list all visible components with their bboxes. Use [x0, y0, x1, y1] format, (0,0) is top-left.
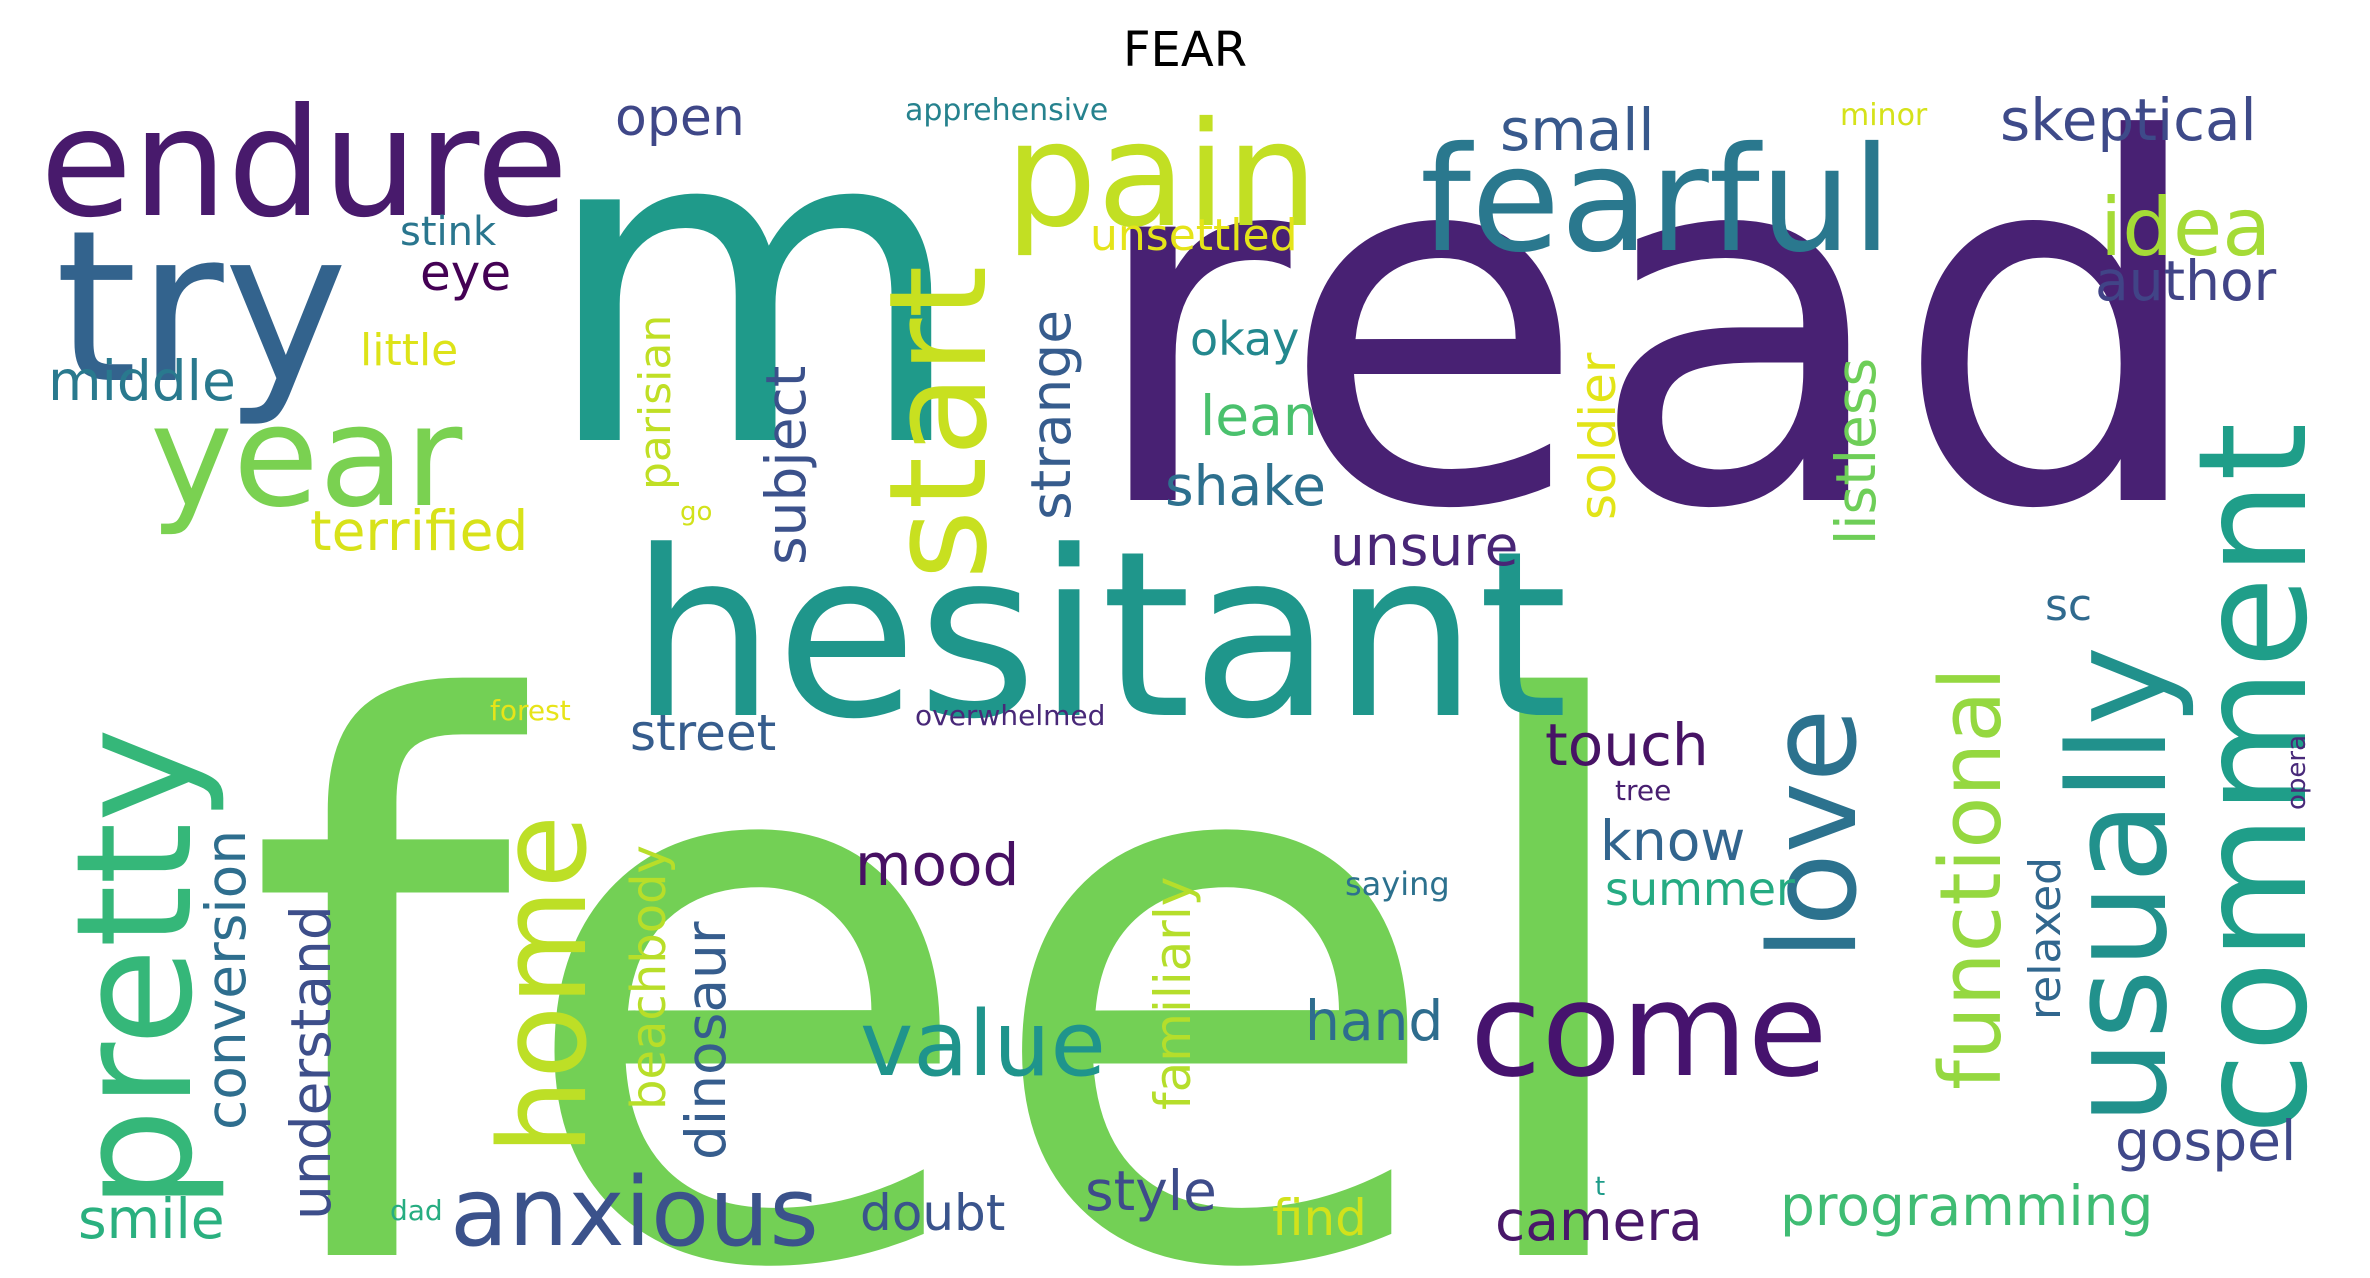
word-forest: forest — [490, 694, 571, 727]
word-doubt: doubt — [860, 1184, 1005, 1242]
word-read: read — [1085, 36, 2211, 618]
word-soldier: soldier — [1569, 352, 1627, 520]
word-dinosaur: dinosaur — [674, 921, 738, 1160]
word-pretty: pretty — [41, 728, 228, 1210]
word-try: try — [55, 185, 348, 430]
word-eye: eye — [420, 244, 511, 302]
word-okay: okay — [1190, 312, 1299, 366]
word-author: author — [2095, 249, 2277, 313]
word-dad: dad — [390, 1194, 443, 1227]
word-understand: understand — [279, 905, 343, 1220]
word-know: know — [1600, 809, 1745, 873]
word-skeptical: skeptical — [2000, 86, 2257, 154]
word-touch: touch — [1545, 711, 1709, 779]
word-endure: endure — [40, 77, 568, 251]
word-parisian: parisian — [630, 315, 681, 490]
word-small: small — [1500, 96, 1655, 164]
word-value: value — [860, 992, 1106, 1097]
word-programming: programming — [1780, 1174, 2153, 1238]
word-familiarly: familiarly — [1144, 877, 1202, 1110]
chart-title: FEAR — [1122, 22, 1248, 78]
word-idea: idea — [2100, 181, 2271, 274]
word-tree: tree — [1615, 774, 1671, 807]
word-summer: summer — [1605, 862, 1795, 916]
word-come: come — [1470, 954, 1828, 1106]
word-feel: feel — [245, 551, 1659, 1278]
word-street: street — [630, 704, 776, 762]
word-little: little — [360, 325, 458, 376]
word-functional: functional — [1922, 667, 2021, 1090]
word-lean: lean — [1200, 384, 1318, 448]
word-hesitant: hesitant — [630, 503, 1568, 770]
word-shake: shake — [1165, 454, 1326, 518]
word-go: go — [680, 497, 712, 527]
word-middle: middle — [48, 349, 236, 413]
word-stink: stink — [400, 209, 497, 255]
word-overwhelmed: overwhelmed — [915, 699, 1105, 732]
word-relaxed: relaxed — [2020, 857, 2071, 1020]
word-find: find — [1272, 1189, 1367, 1247]
word-gospel: gospel — [2115, 1109, 2296, 1173]
word-mood: mood — [855, 831, 1019, 899]
word-year: year — [150, 376, 463, 539]
word-subject: subject — [754, 366, 818, 565]
word-pain: pain — [1005, 91, 1318, 260]
word-hand: hand — [1305, 989, 1443, 1053]
word-camera: camera — [1495, 1189, 1703, 1253]
word-opera: opera — [2282, 735, 2312, 810]
word-usually: usually — [2040, 646, 2197, 1125]
word-apprehensive: apprehensive — [905, 93, 1108, 128]
word-fearful: fearful — [1420, 116, 1892, 285]
word-open: open — [615, 88, 745, 148]
word-anxious: anxious — [450, 1158, 819, 1268]
word-start: start — [860, 266, 1017, 580]
word-comment: comment — [2167, 422, 2341, 1135]
word-strange: strange — [1019, 310, 1083, 520]
word-unsettled: unsettled — [1090, 210, 1298, 261]
word-home: home — [475, 815, 614, 1155]
word-t: t — [1595, 1172, 1605, 1202]
word-terrified: terrified — [310, 499, 528, 563]
word-conversion: conversion — [194, 830, 258, 1130]
word-minor: minor — [1840, 98, 1928, 133]
word-smile: smile — [78, 1187, 225, 1251]
word-sc: sc — [2045, 580, 2092, 631]
word-m: m — [540, 32, 969, 544]
word-love: love — [1745, 708, 1884, 960]
word-unsure: unsure — [1330, 514, 1518, 578]
word-listless: listless — [1824, 358, 1888, 545]
word-beachbody: beachbody — [621, 845, 677, 1110]
word-style: style — [1085, 1159, 1217, 1223]
word-saying: saying — [1345, 865, 1450, 903]
